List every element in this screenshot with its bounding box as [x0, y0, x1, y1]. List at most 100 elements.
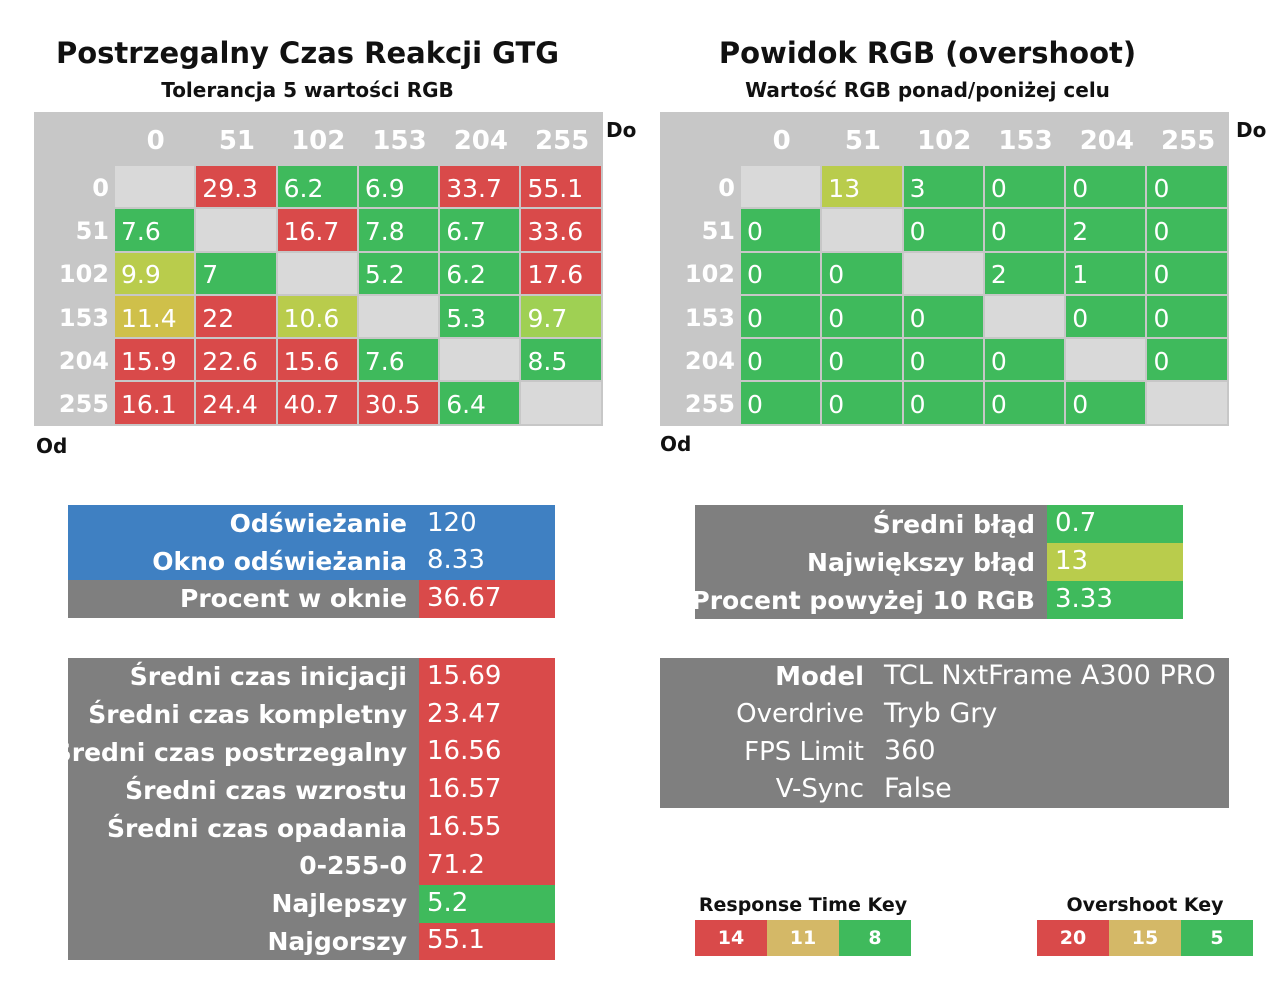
overshoot-cell: 13: [822, 166, 904, 210]
refresh-stat-label: Procent w oknie: [68, 580, 419, 618]
gtg-diagonal-cell: [440, 339, 522, 383]
gtg-cell: 7.6: [115, 209, 197, 253]
gtg-row-header: 255: [58, 390, 109, 419]
response-key-swatch: 11: [767, 920, 839, 956]
response-times-box: Średni czas inicjacji 15.69 Średni czas ko…: [54, 658, 555, 961]
overshoot-col-header: 51: [844, 126, 882, 156]
gtg-cell: 17.6: [521, 252, 603, 296]
gtg-heatmap: 0 51 102 153 204 255 0 29.3 6.2 6.9 33.7 55.1 51 7.6 1…: [34, 112, 603, 426]
overshoot-cell: 0: [741, 295, 823, 340]
overshoot-corner: [660, 112, 741, 166]
overshoot-from-label: Od: [660, 432, 692, 456]
overshoot-stat-value: 3.33: [1047, 581, 1183, 619]
response-key-swatch: 14: [695, 920, 767, 956]
overshoot-cell: 0: [822, 295, 904, 340]
gtg-chart-subtitle: Tolerancja 5 wartości RGB: [161, 78, 454, 102]
overshoot-diagonal-cell: [1147, 382, 1229, 426]
gtg-cell: 16.7: [277, 209, 359, 253]
gtg-cell: 5.3: [440, 295, 522, 340]
overshoot-col-header: 0: [772, 126, 791, 156]
response-time-key-title: Response Time Key: [698, 894, 908, 916]
overshoot-key: Overshoot Key 20 15 5: [1037, 894, 1253, 956]
overshoot-cell: 0: [1147, 295, 1229, 340]
overshoot-diagonal-cell: [1066, 339, 1148, 383]
overshoot-cell: 0: [1147, 252, 1229, 296]
gtg-cell: 29.3: [196, 166, 278, 210]
gtg-to-label: Do: [606, 118, 637, 142]
overshoot-row-header: 51: [701, 216, 735, 245]
gtg-cell: 6.2: [277, 166, 359, 210]
response-stat-label: Średni czas opadania: [68, 809, 419, 847]
overshoot-cell: 0: [1066, 166, 1148, 210]
overshoot-cell: 0: [822, 382, 904, 426]
gtg-cell: 9.7: [521, 295, 603, 340]
gtg-col-header: 255: [534, 126, 590, 156]
response-stat-label: Średni czas wzrostu: [68, 771, 419, 810]
overshoot-key-swatch: 5: [1181, 920, 1253, 956]
refresh-stats-box: Odświeżanie 120 Okno odświeżania 8.33 Procen…: [68, 505, 555, 618]
gtg-cell: 9.9: [115, 252, 197, 296]
refresh-stat-value: 36.67: [419, 580, 555, 618]
refresh-stat-value: 8.33: [419, 542, 555, 580]
setting-label: V-Sync: [775, 774, 864, 805]
gtg-cell: 22: [196, 295, 278, 340]
gtg-cell: 55.1: [521, 166, 603, 210]
overshoot-col-header: 255: [1160, 126, 1216, 156]
gtg-col-header: 102: [291, 126, 346, 156]
gtg-diagonal-cell: [115, 166, 197, 210]
overshoot-error-box: Średni błąd 0.7 Największy błąd 13 Procent p…: [691, 505, 1183, 619]
gtg-col-header: 204: [453, 126, 508, 156]
overshoot-key-swatch: 15: [1109, 920, 1181, 956]
monitor-settings-box: Model TCL NxtFrame A300 PRO Overdrive Tryb …: [660, 658, 1229, 808]
setting-label: Overdrive: [736, 699, 864, 730]
setting-value: 360: [884, 735, 936, 767]
gtg-col-header: 51: [218, 126, 256, 156]
gtg-diagonal-cell: [277, 252, 359, 296]
overshoot-key-swatch: 20: [1037, 920, 1109, 956]
overshoot-cell: 0: [903, 295, 985, 340]
response-stat-value: 23.47: [419, 695, 555, 734]
response-stat-label: Najgorszy: [68, 922, 419, 961]
response-stat-value: 71.2: [419, 846, 555, 885]
gtg-row-header: 204: [58, 346, 109, 375]
overshoot-key-title: Overshoot Key: [1066, 894, 1224, 916]
response-time-key: Response Time Key 14 11 8: [695, 894, 911, 956]
overshoot-row-header: 102: [684, 260, 735, 289]
overshoot-cell: 0: [741, 209, 823, 253]
gtg-cell: 33.6: [521, 209, 603, 253]
overshoot-col-header: 153: [998, 126, 1053, 156]
gtg-diagonal-cell: [521, 382, 603, 426]
overshoot-diagonal-cell: [984, 295, 1067, 340]
gtg-cell: 5.2: [358, 252, 441, 296]
gtg-cell: 8.5: [521, 339, 603, 383]
gtg-col-header: 0: [146, 126, 165, 156]
overshoot-cell: 0: [903, 339, 985, 383]
gtg-cell: 30.5: [358, 382, 441, 426]
overshoot-cell: 0: [822, 252, 904, 296]
overshoot-cell: 0: [984, 339, 1067, 383]
gtg-cell: 6.9: [358, 166, 441, 210]
overshoot-cell: 0: [984, 382, 1067, 426]
overshoot-stat-label: Średni błąd: [695, 505, 1047, 543]
refresh-stat-label: Odświeżanie: [68, 505, 419, 543]
gtg-corner: [34, 112, 115, 166]
setting-value: False: [884, 772, 952, 804]
gtg-row-header: 51: [75, 216, 109, 245]
overshoot-chart-subtitle: Wartość RGB ponad/poniżej celu: [745, 78, 1110, 102]
gtg-cell: 7: [196, 252, 278, 296]
overshoot-cell: 0: [1066, 382, 1148, 426]
gtg-cell: 7.6: [358, 339, 441, 383]
gtg-diagonal-cell: [196, 209, 278, 253]
gtg-row-header: 102: [58, 260, 109, 289]
setting-label: Model: [775, 661, 864, 692]
response-stat-label: Średni czas kompletny: [68, 695, 419, 734]
overshoot-cell: 2: [984, 252, 1067, 296]
gtg-cell: 11.4: [115, 295, 197, 340]
overshoot-cell: 0: [903, 209, 985, 253]
gtg-row-header: 153: [58, 303, 109, 332]
overshoot-cell: 3: [903, 166, 985, 210]
overshoot-row-header: 0: [718, 173, 735, 202]
gtg-cell: 6.4: [440, 382, 522, 426]
gtg-cell: 6.2: [440, 252, 522, 296]
response-stat-value: 5.2: [419, 884, 555, 923]
